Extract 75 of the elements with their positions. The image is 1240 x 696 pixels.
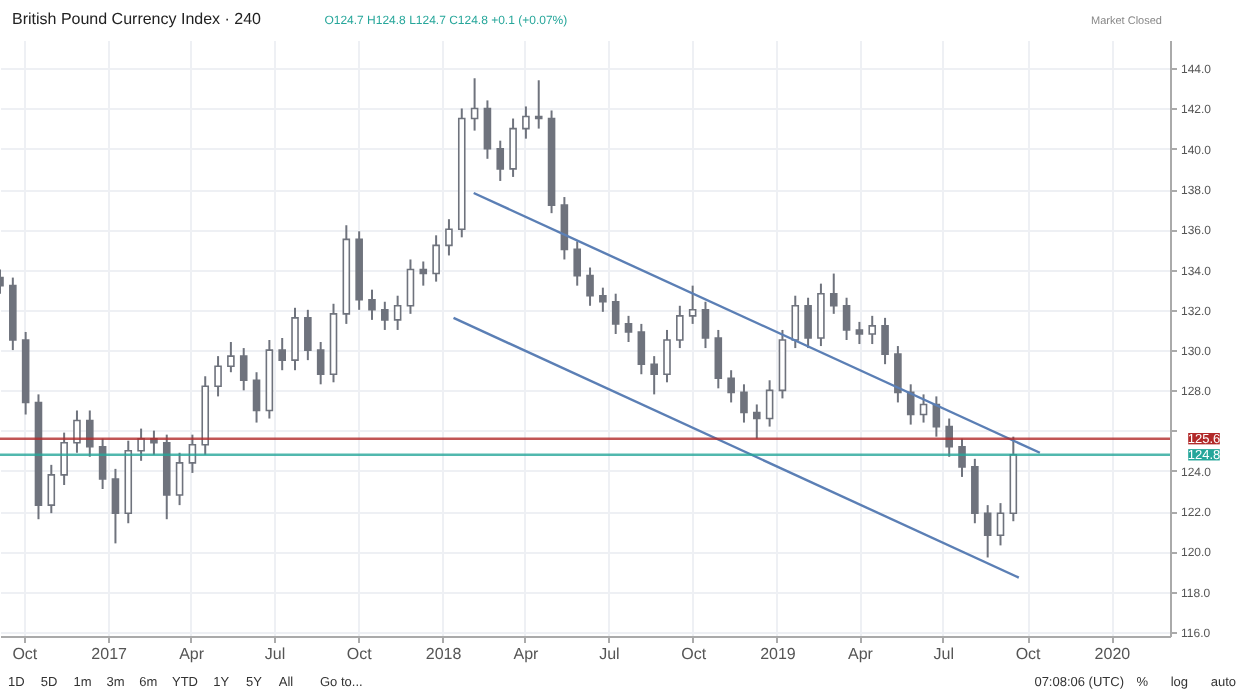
candlestick (714, 328, 723, 390)
candlestick (496, 139, 505, 182)
candlestick (817, 282, 825, 348)
candlestick (304, 308, 312, 362)
candlestick (368, 288, 376, 321)
candlestick (393, 294, 402, 331)
candlestick (996, 502, 1005, 547)
x-tick-label: Apr (513, 645, 540, 663)
candlestick (650, 355, 658, 396)
candlestick (419, 260, 428, 287)
candlestick (765, 379, 774, 428)
candlestick (701, 300, 710, 350)
candlestick (381, 300, 389, 331)
candlestick (175, 451, 184, 507)
candlestick (111, 467, 120, 545)
x-tick-label: Jul (933, 645, 955, 663)
candlestick (252, 371, 261, 424)
candlestick (214, 355, 222, 398)
candlestick (881, 316, 889, 366)
x-tick-label: Oct (681, 645, 708, 663)
candlestick (727, 369, 735, 404)
candlestick (663, 328, 671, 384)
candlestick (752, 403, 761, 440)
x-tick-label: 2019 (760, 645, 797, 663)
candlestick (239, 347, 248, 392)
candlestick (278, 337, 286, 372)
candlestick (573, 240, 582, 287)
candlestick (868, 314, 877, 346)
x-tick-label: Oct (12, 645, 39, 663)
candlestick (624, 314, 633, 344)
x-tick-label: 2018 (425, 645, 463, 663)
x-tick-label: Apr (179, 645, 205, 663)
candlestick (637, 322, 646, 376)
candlestick (855, 320, 864, 346)
candlestick (137, 427, 145, 462)
x-tick-label: 2017 (91, 645, 129, 663)
candlestick (676, 304, 684, 350)
candlestick (470, 77, 479, 132)
candlestick (316, 341, 325, 386)
candlestick (894, 345, 902, 404)
candlestick (534, 79, 543, 130)
candlestick (842, 296, 851, 342)
candlestick (73, 409, 81, 454)
candlestick (291, 306, 299, 372)
candlestick (958, 437, 966, 478)
candlestick (599, 286, 607, 313)
candlestick (791, 294, 800, 350)
candlestick (945, 417, 953, 458)
candlestick (586, 266, 594, 307)
candlestick (740, 383, 748, 424)
candlestick (509, 117, 517, 178)
candlestick (906, 383, 915, 426)
candlestick (227, 341, 235, 374)
x-tick-label: Oct (346, 645, 374, 663)
candlestick (432, 234, 440, 283)
candlestick (971, 457, 979, 525)
x-tick-label: Apr (847, 645, 874, 663)
x-tick-label: Oct (1015, 645, 1043, 663)
candlestick (483, 99, 492, 160)
candlestick (445, 218, 453, 257)
x-tick-label: Jul (599, 645, 621, 663)
x-tick-label: Jul (264, 645, 286, 663)
candlestick (983, 504, 992, 559)
chart-title: British Pound Currency Index · 240 (12, 10, 263, 28)
candlestick (522, 105, 530, 140)
x-tick-label: 2020 (1094, 645, 1132, 663)
candlestick (611, 292, 620, 335)
candlestick (47, 463, 56, 515)
candlestick (919, 393, 928, 424)
candlestick (60, 431, 68, 486)
candlestick (804, 296, 812, 350)
candlestick (829, 272, 838, 315)
candlestick (406, 258, 415, 315)
candlestick (688, 284, 697, 325)
candlestick (85, 409, 94, 458)
